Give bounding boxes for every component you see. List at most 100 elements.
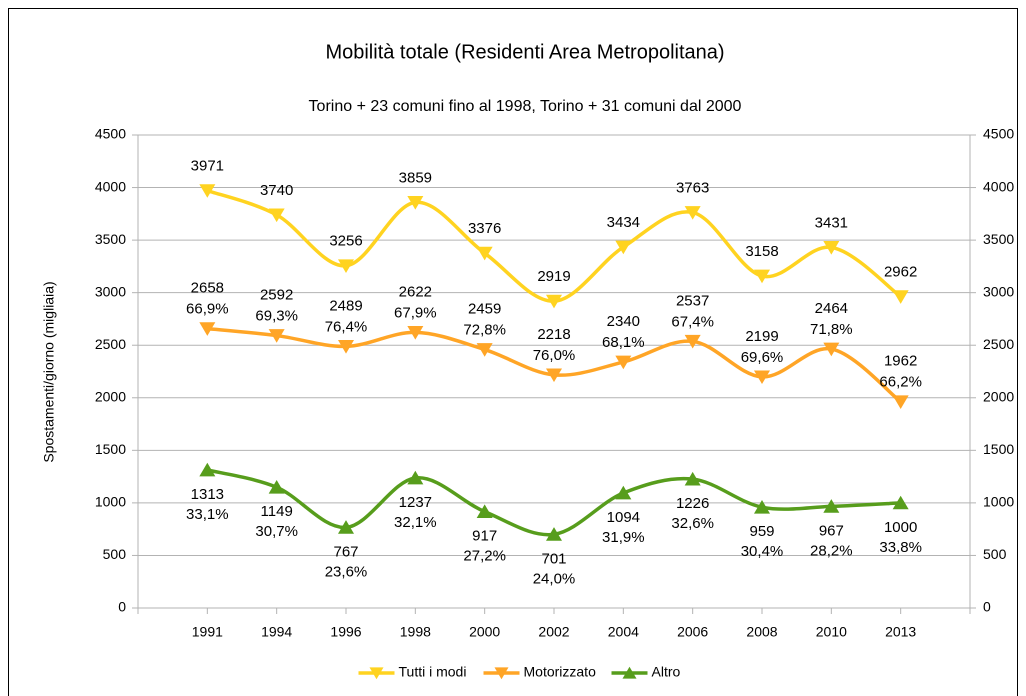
share-label: 66,2% xyxy=(879,374,922,391)
chart-subtitle: Torino + 23 comuni fino al 1998, Torino … xyxy=(309,98,742,115)
y-axis-label: Spostamenti/giorno (migliaia) xyxy=(41,281,57,462)
share-label: 76,4% xyxy=(325,318,368,335)
value-label: 1226 xyxy=(676,495,709,512)
y2-tick-label: 4000 xyxy=(983,178,1014,194)
value-label: 3859 xyxy=(399,169,432,186)
value-label: 2199 xyxy=(745,328,778,345)
share-label: 68,1% xyxy=(602,334,645,351)
marker xyxy=(892,395,909,409)
x-tick-label: 2013 xyxy=(885,624,916,640)
marker xyxy=(615,485,632,500)
legend-marker xyxy=(369,667,384,680)
marker xyxy=(684,334,701,349)
share-label: 69,3% xyxy=(255,308,298,325)
value-label: 2962 xyxy=(884,264,917,281)
marker xyxy=(823,499,840,513)
marker xyxy=(338,339,354,354)
y2-tick-label: 3500 xyxy=(983,231,1014,247)
y2-tick-label: 2000 xyxy=(983,388,1014,404)
legend-label: Tutti i modi xyxy=(399,664,467,680)
share-label: 71,8% xyxy=(810,321,853,338)
y2-tick-label: 0 xyxy=(983,599,991,615)
series-line xyxy=(206,468,901,537)
chart-title: Mobilità totale (Residenti Area Metropol… xyxy=(325,41,724,63)
value-label: 1237 xyxy=(399,494,432,511)
value-label: 701 xyxy=(541,550,566,567)
x-tick-label: 2004 xyxy=(608,624,639,640)
y2-tick-label: 4500 xyxy=(983,126,1014,142)
marker xyxy=(476,504,493,519)
marker xyxy=(407,195,424,210)
marker xyxy=(615,240,632,255)
value-label: 1149 xyxy=(261,503,293,520)
y-tick-label: 2500 xyxy=(95,336,126,352)
legend-marker xyxy=(622,666,637,679)
x-tick-label: 2010 xyxy=(816,624,847,640)
y2-tick-label: 3000 xyxy=(983,283,1014,299)
x-tick-label: 2000 xyxy=(469,624,500,640)
value-label: 767 xyxy=(333,543,358,560)
share-label: 69,6% xyxy=(741,349,784,366)
y-tick-label: 500 xyxy=(103,546,127,562)
value-label: 3158 xyxy=(745,243,778,260)
x-tick-label: 2008 xyxy=(746,624,777,640)
marker xyxy=(684,471,701,486)
marker xyxy=(754,269,770,284)
share-label: 67,4% xyxy=(671,313,714,330)
value-label: 959 xyxy=(749,523,774,540)
marker xyxy=(823,342,840,357)
marker xyxy=(199,184,216,198)
value-label: 3376 xyxy=(468,220,501,237)
x-tick-label: 1998 xyxy=(400,624,431,640)
y-tick-label: 4000 xyxy=(95,178,126,194)
marker xyxy=(338,259,354,273)
value-label: 2658 xyxy=(191,280,224,297)
x-tick-label: 1994 xyxy=(261,624,292,640)
marker xyxy=(407,470,424,485)
marker xyxy=(407,325,424,340)
marker xyxy=(546,527,562,541)
marker xyxy=(199,322,216,336)
value-label: 2340 xyxy=(607,313,640,330)
value-label: 967 xyxy=(819,522,844,539)
marker xyxy=(546,294,562,309)
marker xyxy=(823,240,840,255)
marker xyxy=(684,206,701,220)
value-label: 2537 xyxy=(676,292,709,309)
value-label: 3763 xyxy=(676,179,709,196)
value-label: 1313 xyxy=(191,486,224,503)
share-label: 67,9% xyxy=(394,304,437,321)
y-tick-label: 2000 xyxy=(95,388,126,404)
value-label: 3971 xyxy=(191,158,224,175)
value-label: 3431 xyxy=(815,214,848,231)
share-label: 33,8% xyxy=(879,539,922,556)
value-label: 2919 xyxy=(537,268,570,285)
value-label: 2464 xyxy=(815,300,848,317)
share-label: 30,7% xyxy=(255,523,298,540)
value-label: 3434 xyxy=(607,214,640,231)
value-label: 1962 xyxy=(884,353,917,370)
value-label: 1094 xyxy=(607,509,640,526)
share-label: 27,2% xyxy=(463,548,506,565)
y-tick-label: 3000 xyxy=(95,283,126,299)
x-tick-label: 1996 xyxy=(330,624,361,640)
share-label: 32,6% xyxy=(671,515,714,532)
y-tick-label: 1000 xyxy=(95,494,126,510)
marker xyxy=(268,480,285,494)
marker xyxy=(892,290,909,304)
share-label: 72,8% xyxy=(463,322,506,339)
share-label: 24,0% xyxy=(533,570,576,587)
value-label: 2592 xyxy=(260,287,293,304)
y-tick-label: 1500 xyxy=(95,441,126,457)
share-label: 31,9% xyxy=(602,529,645,546)
marker xyxy=(199,462,216,477)
x-tick-label: 2006 xyxy=(677,624,708,640)
legend-label: Altro xyxy=(652,664,681,680)
marker xyxy=(546,368,562,383)
x-tick-label: 1991 xyxy=(192,624,223,640)
value-label: 917 xyxy=(472,528,497,545)
value-label: 3256 xyxy=(329,233,362,250)
y2-tick-label: 2500 xyxy=(983,336,1014,352)
value-label: 1000 xyxy=(884,519,917,536)
